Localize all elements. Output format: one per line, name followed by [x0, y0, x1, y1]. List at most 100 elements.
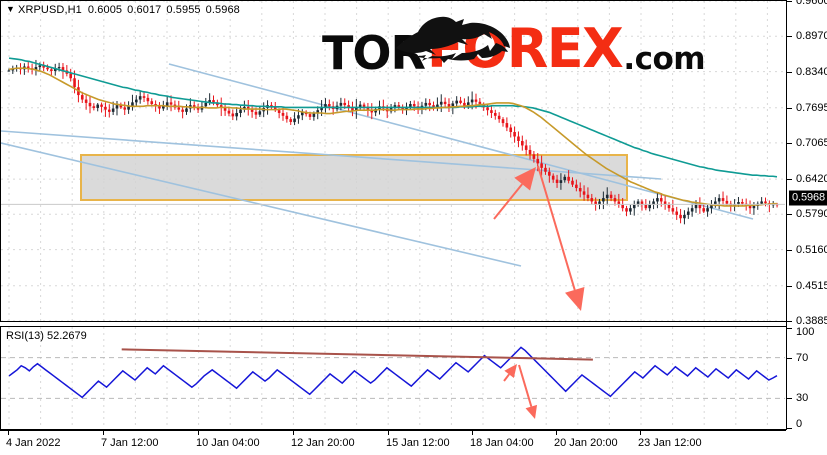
candle-body	[613, 198, 617, 202]
time-tick-label: 20 Jan 20:00	[554, 437, 618, 449]
candle-body	[594, 201, 597, 205]
candle-body	[123, 107, 127, 110]
candle-body	[432, 105, 435, 108]
candle-body	[343, 102, 347, 106]
rsi-tick-mark	[787, 357, 792, 359]
price-chart-canvas	[1, 1, 785, 321]
candle-body	[582, 191, 586, 195]
price-tick-mark	[787, 249, 792, 251]
candle-body	[412, 104, 416, 107]
candle-body	[84, 99, 88, 103]
candle-body	[312, 113, 316, 117]
rsi-forecast-up-arrow-shaft	[503, 373, 510, 382]
candle-body	[544, 167, 547, 172]
candle-body	[328, 104, 331, 107]
price-chart-pane[interactable]: ▼ XRPUSD,H1 0.6005 0.6017 0.5955 0.5968	[0, 0, 786, 322]
candle-body	[602, 198, 605, 202]
candle-body	[293, 118, 296, 122]
rsi-tick-mark	[787, 328, 792, 329]
candle-body	[246, 106, 250, 110]
price-tick-label: 0.6420	[796, 173, 827, 186]
candle-body	[370, 109, 374, 113]
time-tick-mark	[640, 431, 641, 435]
candle-body	[219, 105, 223, 108]
candle-body	[636, 201, 640, 205]
candle-body	[42, 65, 45, 68]
ohlc-high: 0.6017	[127, 4, 162, 16]
candle-body	[478, 101, 482, 105]
time-tick-label: 18 Jan 04:00	[470, 437, 534, 449]
candle-body	[575, 184, 578, 189]
candle-body	[358, 104, 362, 108]
candle-body	[663, 201, 667, 205]
candle-body	[455, 100, 458, 104]
candle-body	[675, 211, 679, 215]
candle-body	[316, 110, 320, 114]
candle-body	[204, 102, 208, 107]
price-tick-mark	[787, 321, 792, 322]
price-tick-label: 0.4515	[796, 279, 827, 292]
candle-body	[509, 127, 513, 133]
candle-body	[61, 67, 65, 71]
candle-body	[92, 106, 96, 108]
candle-body	[521, 140, 524, 146]
candle-body	[686, 211, 690, 215]
rsi-forecast-up-arrow-head	[504, 364, 517, 378]
candle-body	[721, 198, 725, 201]
candle-body	[73, 78, 76, 88]
rsi-forecast-down-arrow-head	[525, 404, 538, 419]
candle-body	[158, 106, 161, 109]
candle-body	[53, 68, 57, 71]
candle-body	[285, 115, 289, 120]
candle-body	[470, 99, 474, 103]
time-tick-mark	[556, 431, 557, 435]
candle-body	[135, 99, 138, 103]
ohlc-open: 0.6005	[87, 4, 123, 16]
rsi-indicator-pane[interactable]: RSI(13) 52.2679	[0, 326, 786, 430]
candle-body	[459, 100, 462, 103]
candle-body	[355, 107, 358, 111]
candle-body	[104, 106, 107, 110]
candle-body	[119, 105, 123, 108]
rsi-label: RSI(13) 52.2679	[6, 330, 87, 342]
candle-body	[714, 201, 717, 205]
candle-body	[466, 102, 470, 106]
collapse-caret-icon[interactable]: ▼	[6, 4, 16, 14]
logo-text-dotcom: .com	[623, 41, 706, 77]
ohlc-close: 0.5968	[205, 4, 240, 16]
candle-body	[729, 203, 733, 207]
candle-body	[38, 65, 42, 68]
candle-body	[586, 194, 590, 199]
time-tick-label: 15 Jan 12:00	[386, 437, 450, 449]
price-tick-mark	[787, 214, 792, 216]
candle-body	[96, 104, 100, 108]
time-axis[interactable]: 4 Jan 2022 7 Jan 12:00 10 Jan 04:00 12 Jan …	[0, 430, 786, 455]
rsi-chart-canvas	[1, 327, 785, 429]
time-tick-label: 7 Jan 12:00	[101, 437, 159, 449]
candle-body	[138, 96, 142, 100]
rsi-trendline	[121, 348, 593, 361]
candle-body	[277, 110, 281, 113]
candle-body	[428, 102, 431, 106]
candle-body	[702, 208, 706, 212]
price-tick-mark	[787, 179, 792, 181]
ma-fast-line	[8, 67, 777, 207]
candle-body	[424, 102, 428, 106]
candle-body	[131, 102, 134, 107]
candle-body	[227, 110, 231, 114]
candle-body	[648, 204, 651, 209]
price-tick-mark	[787, 107, 792, 109]
price-tick-label: 0.8340	[796, 65, 827, 78]
candle-body	[324, 104, 327, 107]
candle-body	[555, 179, 559, 183]
candle-body	[501, 119, 505, 124]
candle-body	[289, 119, 293, 122]
upper-channel	[168, 63, 754, 220]
forecast-up-arrow-head	[514, 167, 536, 191]
candle-body	[656, 198, 659, 202]
price-axis[interactable]: 0.9600 0.8970 0.8340 0.7695 0.7065 0.6420 0.57…	[786, 0, 827, 430]
candle-body	[366, 106, 370, 110]
candle-body	[297, 115, 300, 119]
candle-body	[737, 202, 740, 205]
forecast-down-arrow-head	[565, 287, 585, 311]
